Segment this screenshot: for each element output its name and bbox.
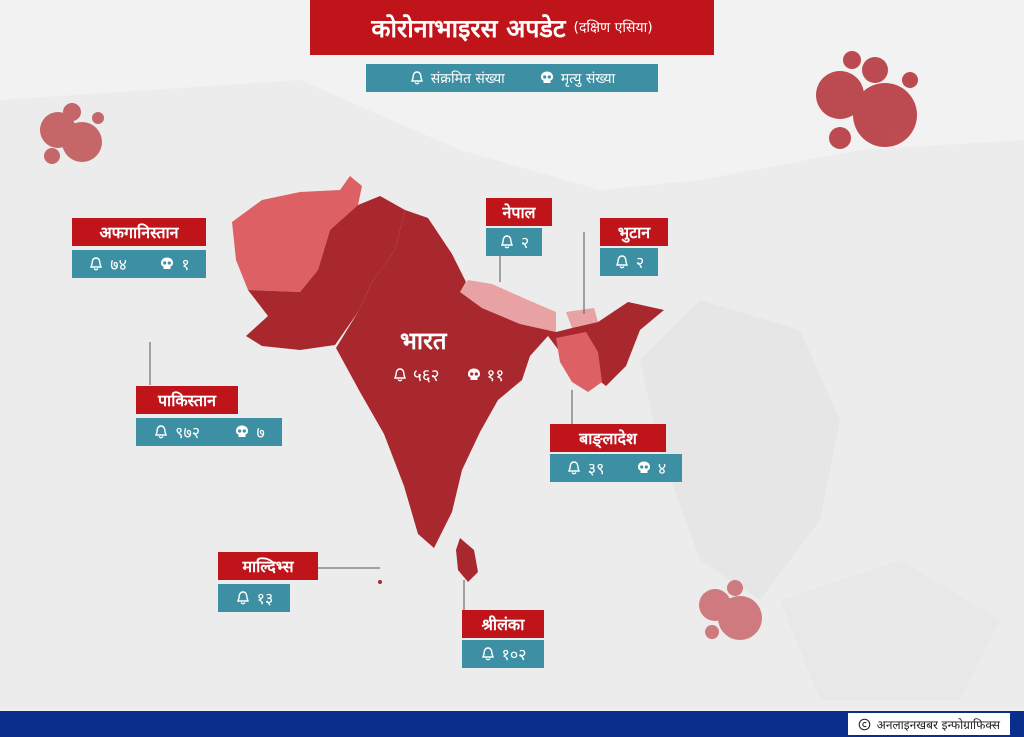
title-banner: कोरोनाभाइरस अपडेट (दक्षिण एसिया)	[310, 0, 714, 55]
country-name-bangladesh: बाङ्लादेश	[550, 424, 666, 452]
bhutan-region	[566, 308, 598, 328]
country-name-maldives: माल्दिभ्स	[218, 552, 318, 580]
legend-infected-label: संक्रमित संख्या	[430, 70, 505, 87]
bell-icon	[394, 367, 406, 381]
infected-count: १३	[256, 589, 274, 608]
country-stats-maldives: १३	[218, 584, 290, 612]
infected-count: ९७२	[175, 423, 201, 442]
infected-count: २	[635, 253, 645, 272]
country-stats-pakistan: ९७२ ७	[136, 418, 282, 446]
background-land-east	[640, 300, 840, 600]
country-name-nepal: नेपाल	[486, 198, 552, 226]
skull-icon	[540, 71, 553, 83]
legend-death: मृत्यु संख्या	[539, 69, 615, 88]
country-name-india: भारत	[400, 327, 447, 355]
credit-text: अनलाइनखबर इन्फोग्राफिक्स	[876, 717, 1000, 732]
background-land-south-east	[780, 560, 1000, 700]
bell-icon	[155, 425, 168, 439]
india-region	[336, 210, 664, 548]
bell-icon	[615, 255, 628, 269]
legend-infected: संक्रमित संख्या	[409, 69, 505, 88]
death-count: ४	[657, 459, 667, 478]
infected-count: २	[520, 233, 530, 252]
srilanka-region	[456, 538, 478, 582]
footer-bar: अनलाइनखबर इन्फोग्राफिक्स	[0, 711, 1024, 737]
country-stats-nepal: २	[486, 228, 542, 256]
page-title: कोरोनाभाइरस अपडेट	[371, 13, 566, 43]
country-name-afghanistan: अफगानिस्तान	[72, 218, 206, 246]
page-subtitle: (दक्षिण एसिया)	[573, 20, 653, 36]
credit-badge: अनलाइनखबर इन्फोग्राफिक्स	[847, 713, 1010, 735]
bell-icon	[481, 647, 494, 661]
country-stats-srilanka: १०२	[462, 640, 544, 668]
skull-icon	[236, 425, 249, 437]
skull-icon	[161, 257, 174, 269]
virus-decoration-left	[40, 103, 104, 164]
india-label: भारत ५६२ ११	[392, 324, 504, 386]
country-name-pakistan: पाकिस्तान	[136, 386, 238, 414]
bell-icon	[90, 257, 103, 271]
death-count: ७	[256, 423, 265, 442]
country-name-srilanka: श्रीलंका	[462, 610, 544, 638]
death-count: ११	[486, 366, 505, 386]
afghanistan-region	[232, 176, 362, 292]
legend-death-label: मृत्यु संख्या	[560, 70, 616, 87]
country-stats-afghanistan: ७४ १	[72, 250, 206, 278]
country-stats-bangladesh: ३९ ४	[550, 454, 682, 482]
legend: संक्रमित संख्या मृत्यु संख्या	[366, 64, 658, 92]
infected-count: ७४	[110, 255, 127, 274]
skull-icon	[467, 368, 480, 380]
skull-icon	[637, 461, 650, 473]
bell-icon	[500, 235, 513, 249]
bell-icon	[567, 461, 580, 475]
bell-icon	[410, 71, 423, 85]
copyright-icon	[858, 718, 870, 730]
bell-icon	[236, 591, 249, 605]
infected-count: १०२	[501, 645, 527, 664]
nepal-region	[460, 280, 556, 332]
bangladesh-region	[556, 332, 602, 392]
death-count: १	[181, 255, 190, 274]
pakistan-region	[246, 196, 405, 350]
infected-count: ५६२	[413, 366, 440, 386]
virus-decoration-bottom	[699, 580, 762, 640]
country-stats-bhutan: २	[600, 248, 658, 276]
virus-decoration-right	[816, 51, 918, 149]
country-name-bhutan: भुटान	[600, 218, 668, 246]
infected-count: ३९	[587, 459, 605, 478]
maldives-island	[378, 580, 382, 584]
